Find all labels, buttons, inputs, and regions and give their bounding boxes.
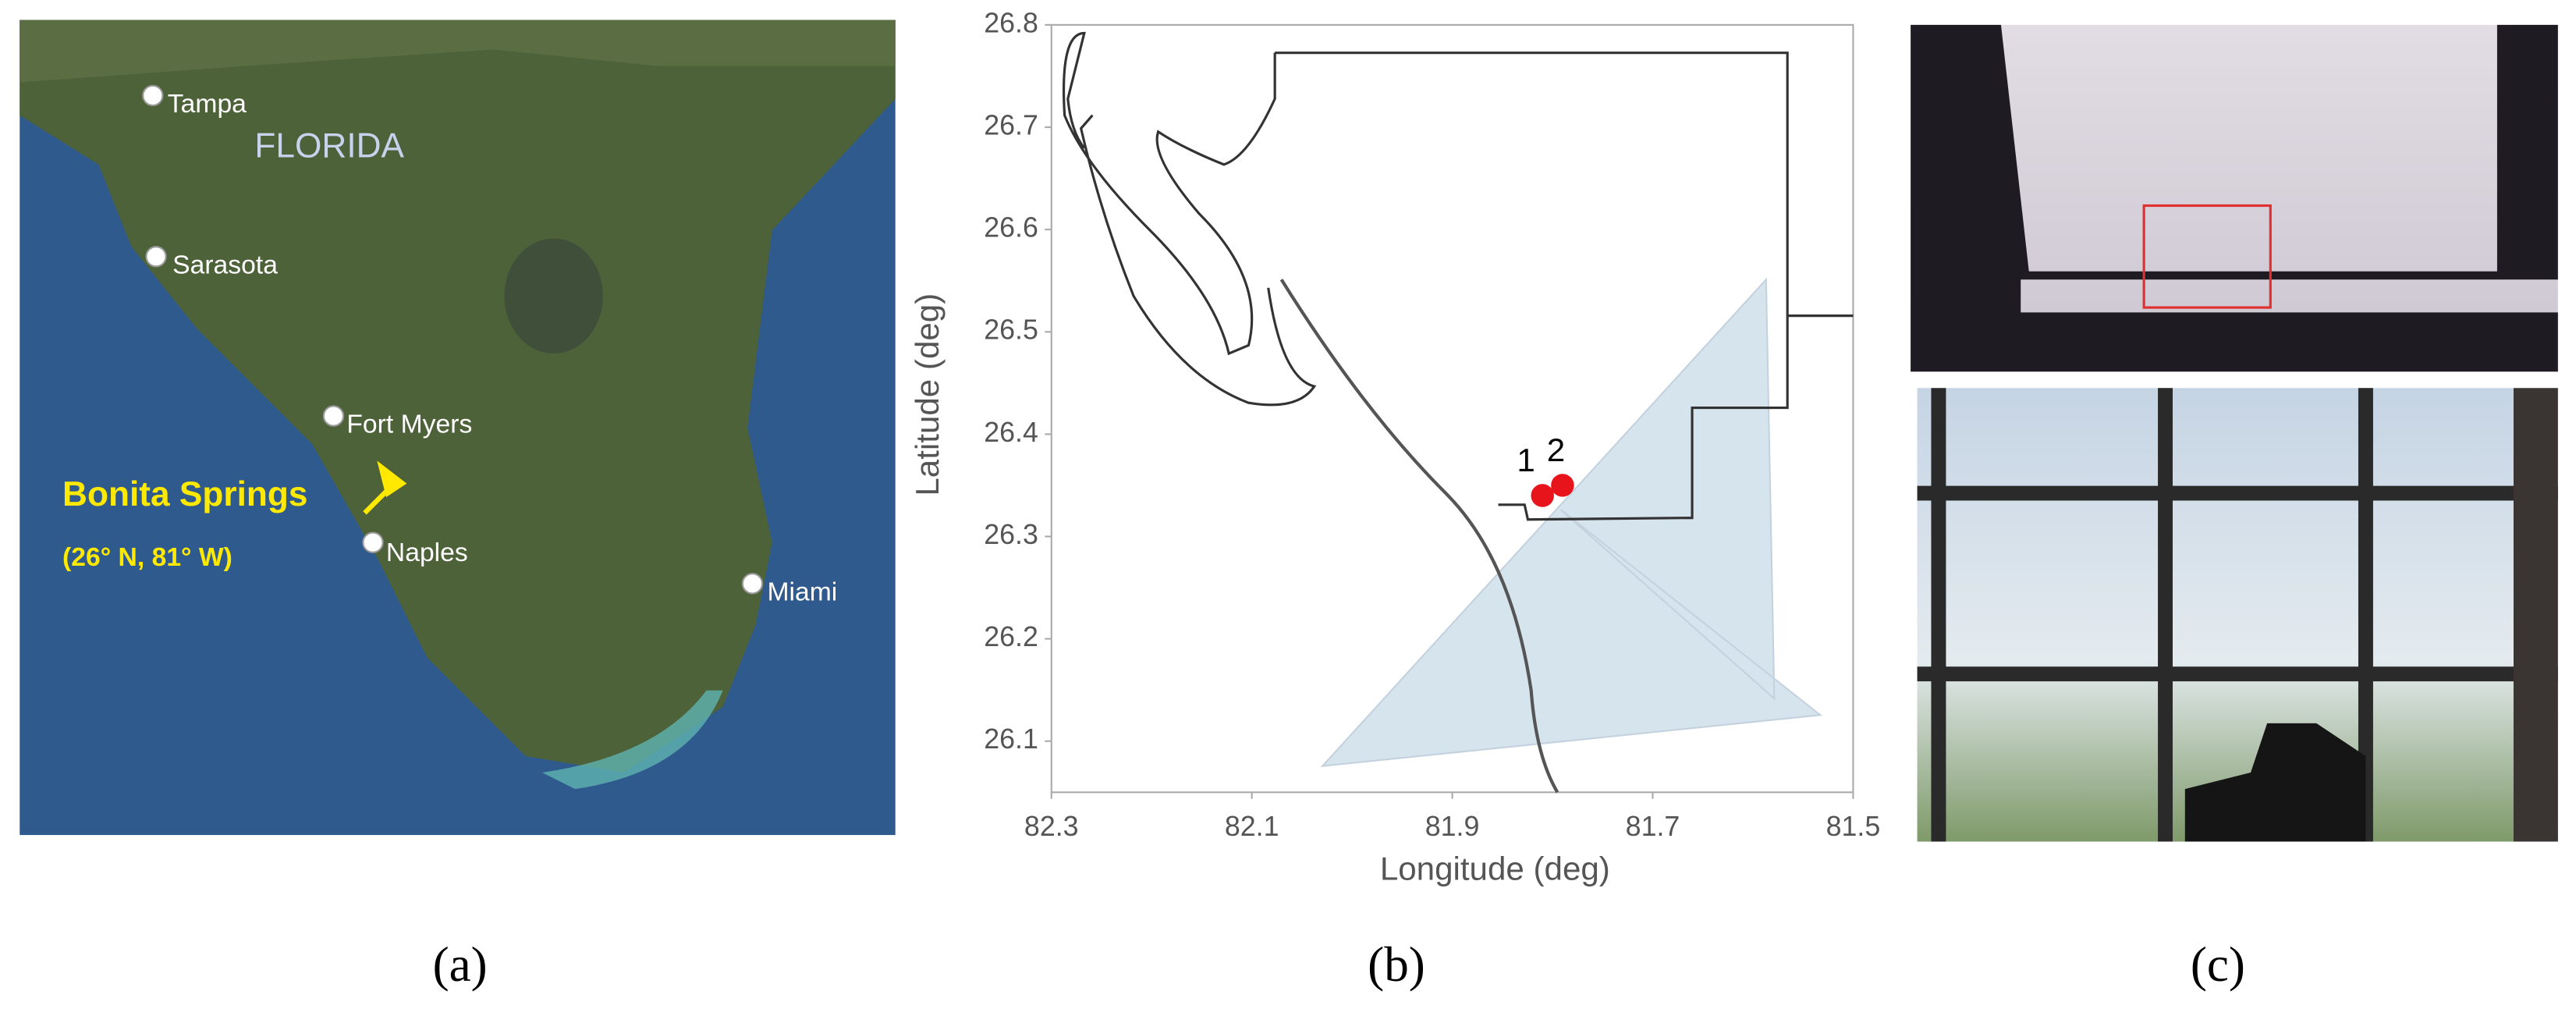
panel-label: (c) bbox=[2191, 937, 2245, 992]
view-cone bbox=[1320, 277, 1822, 767]
state-label: FLORIDA bbox=[254, 127, 404, 165]
panel-label: (b) bbox=[1368, 937, 1425, 992]
map-dots bbox=[142, 84, 764, 595]
point bbox=[1551, 474, 1574, 497]
x-tick-label: 82.1 bbox=[1225, 811, 1279, 842]
y-tick-label: 26.7 bbox=[984, 109, 1038, 140]
map-land-north bbox=[20, 20, 896, 83]
x-axis-label: Longitude (deg) bbox=[1380, 851, 1610, 887]
y-tick-label: 26.5 bbox=[984, 314, 1038, 346]
roi-box bbox=[2142, 204, 2272, 309]
panel-label: (a) bbox=[433, 937, 488, 992]
coastline bbox=[1062, 31, 1317, 407]
boundary bbox=[1275, 52, 1854, 521]
city-label: Miami bbox=[767, 577, 837, 606]
road bbox=[1279, 279, 1559, 794]
city-label: Sarasota bbox=[172, 250, 278, 279]
chart-panel: Longitude (deg) Latitude (deg) 82.3 82.1 8… bbox=[909, 7, 1880, 886]
point bbox=[1531, 484, 1554, 507]
y-axis-label: Latitude (deg) bbox=[909, 293, 946, 496]
window-mullions bbox=[1917, 388, 2558, 842]
camera bbox=[2184, 723, 2366, 842]
y-tick-label: 26.8 bbox=[984, 7, 1038, 38]
x-tick-label: 81.7 bbox=[1626, 811, 1680, 842]
y-tick-label: 26.4 bbox=[984, 417, 1038, 448]
map-panel: Tampa FLORIDA Sarasota Fort Myers Bonita… bbox=[20, 20, 896, 836]
y-tick-label: 26.1 bbox=[984, 723, 1038, 755]
photo-panel bbox=[1911, 24, 2558, 842]
map-pin bbox=[363, 460, 407, 515]
city-label: Naples bbox=[386, 538, 468, 567]
map-shoal bbox=[541, 690, 723, 790]
point-label: 2 bbox=[1547, 432, 1565, 468]
map-land bbox=[20, 20, 896, 773]
photo-bottom bbox=[1917, 388, 2558, 842]
x-tick-label: 81.9 bbox=[1425, 811, 1480, 842]
city-label: Fort Myers bbox=[346, 410, 472, 439]
curtain bbox=[2513, 388, 2558, 842]
window-frame bbox=[1911, 24, 2558, 372]
site-coords: (26° N, 81° W) bbox=[62, 543, 232, 572]
city-label: Tampa bbox=[168, 90, 247, 119]
y-tick-label: 26.3 bbox=[984, 519, 1038, 550]
y-tick-label: 26.2 bbox=[984, 621, 1038, 652]
map-lake bbox=[504, 238, 603, 354]
x-tick-label: 81.5 bbox=[1826, 811, 1881, 842]
point-label: 1 bbox=[1517, 442, 1535, 478]
site-label: Bonita Springs bbox=[62, 475, 307, 513]
y-tick-label: 26.6 bbox=[984, 212, 1038, 243]
x-tick-label: 82.3 bbox=[1024, 811, 1079, 842]
